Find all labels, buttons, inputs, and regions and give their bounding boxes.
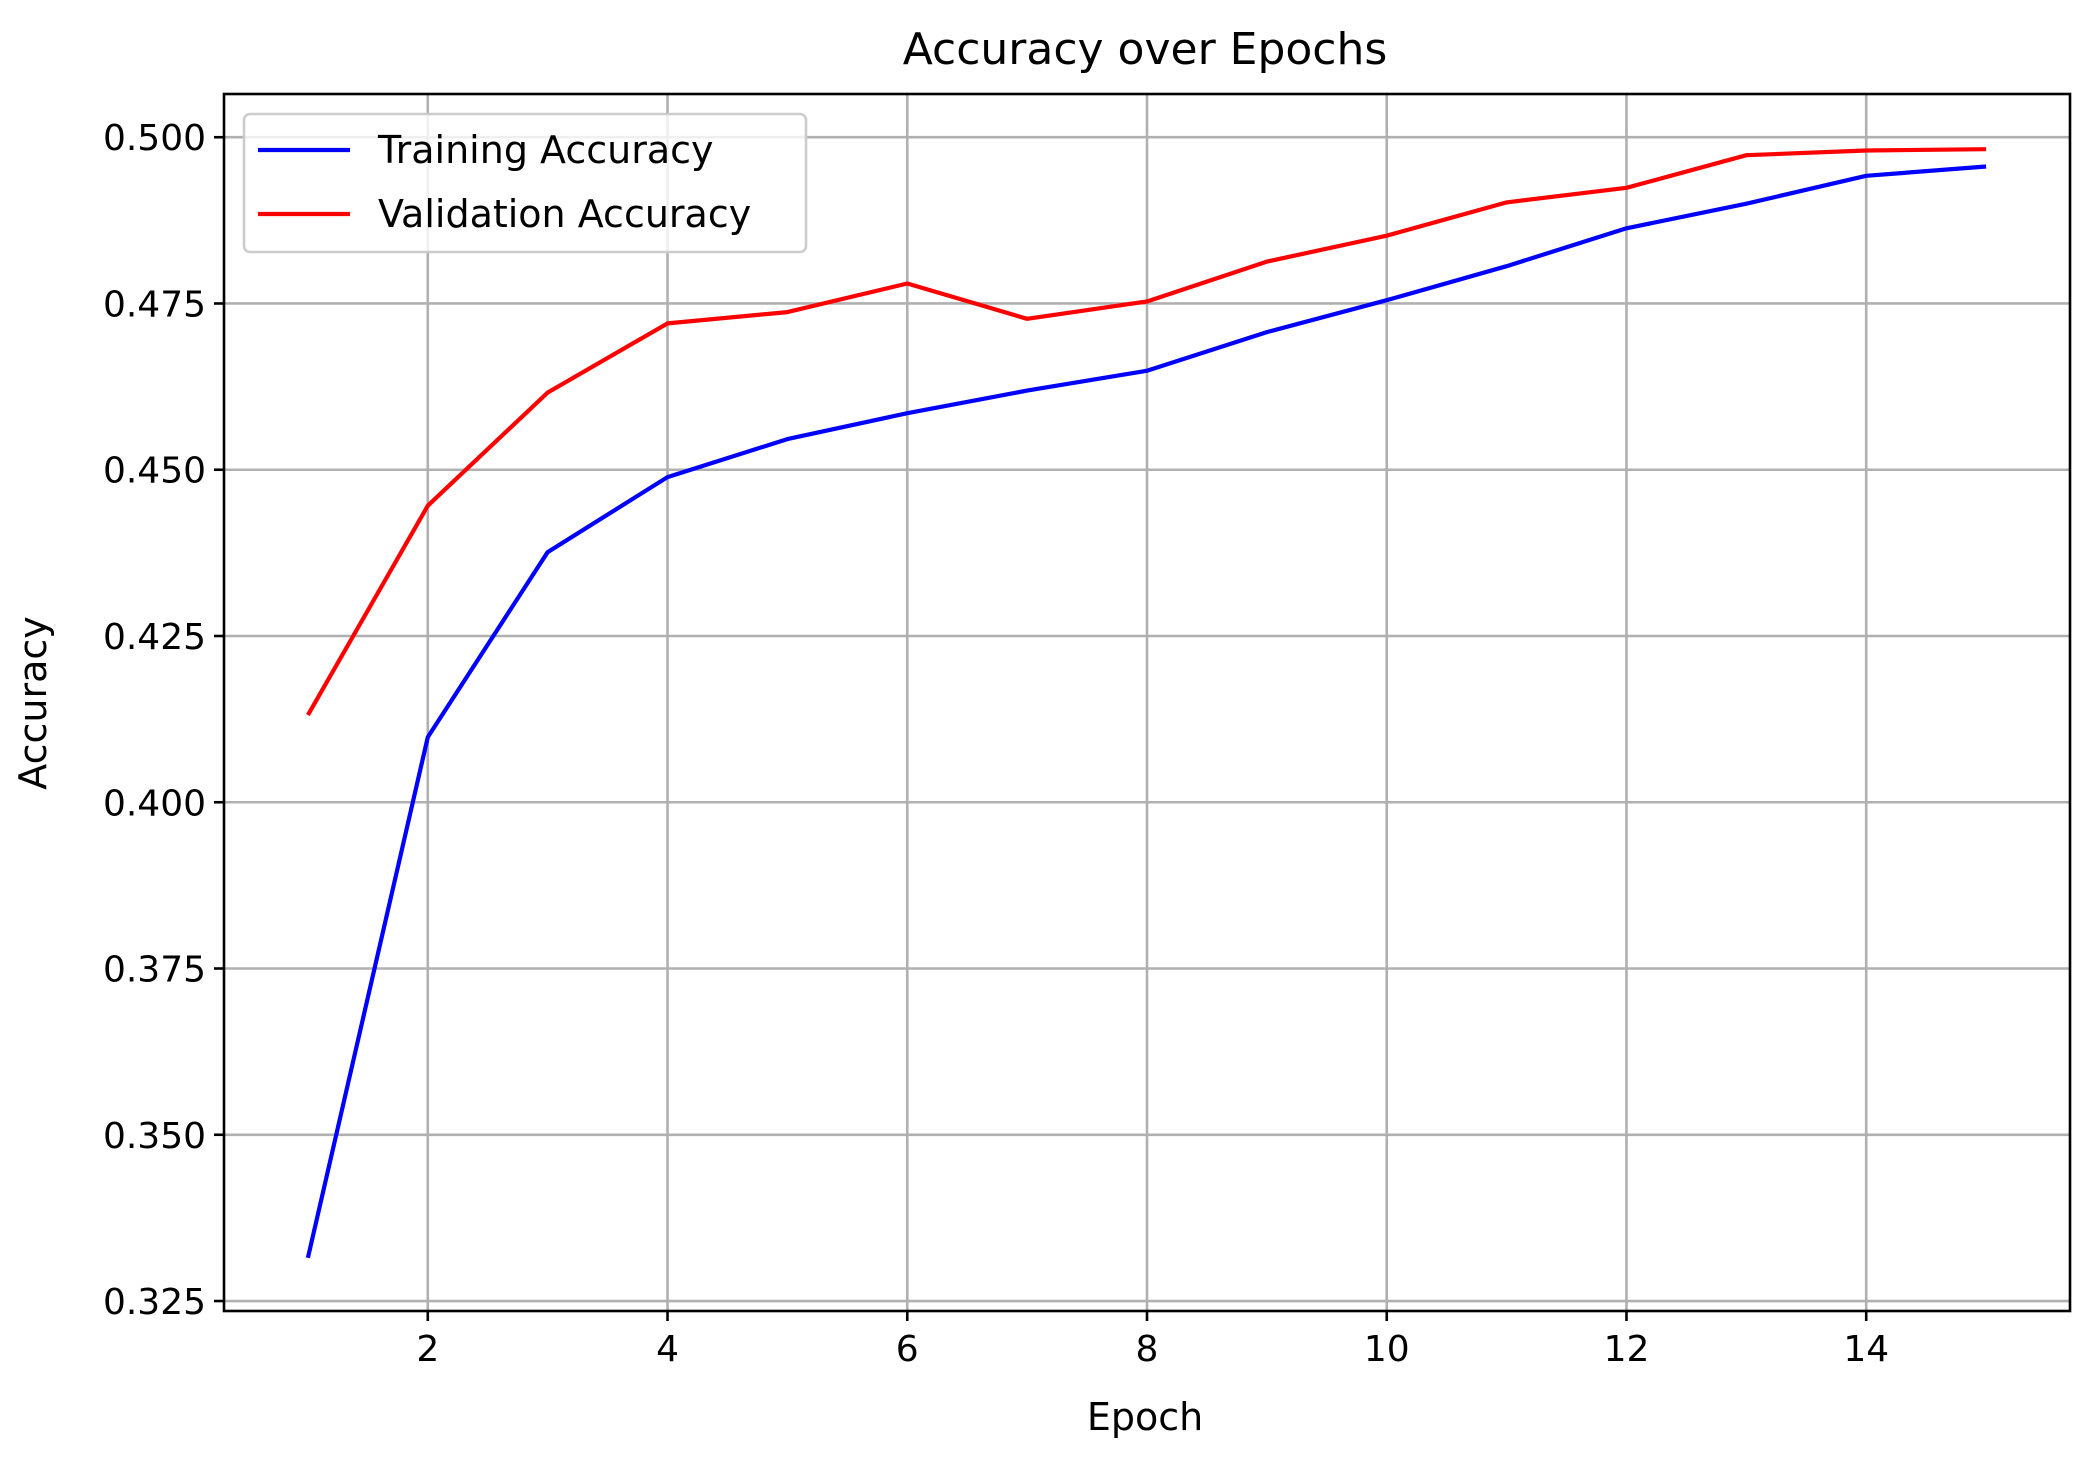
x-tick-label: 6 (896, 1329, 919, 1370)
y-axis-label: Accuracy (11, 616, 55, 790)
y-tick-label: 0.500 (103, 118, 206, 159)
validation-accuracy-legend-label: Validation Accuracy (378, 192, 751, 236)
chart-title: Accuracy over Epochs (903, 24, 1388, 75)
legend-box (242, 112, 808, 254)
y-tick-label: 0.425 (103, 617, 206, 658)
training-accuracy-legend-label: Training Accuracy (377, 128, 714, 172)
x-tick-label: 14 (1843, 1329, 1889, 1370)
y-tick-label: 0.475 (103, 284, 206, 325)
legend: Training Accuracy Validation Accuracy (242, 112, 808, 254)
x-tick-label: 10 (1364, 1329, 1410, 1370)
training-accuracy-line (305, 164, 1987, 1259)
series-lines (305, 147, 1987, 1259)
y-tick-label: 0.450 (103, 451, 206, 492)
x-tick-label: 4 (656, 1329, 679, 1370)
x-axis-label: Epoch (1087, 1395, 1203, 1439)
x-tick-label: 8 (1136, 1329, 1159, 1370)
y-tick-label: 0.400 (103, 783, 206, 824)
x-tick-label: 2 (416, 1329, 439, 1370)
validation-accuracy-line (306, 147, 1987, 717)
x-tick-label: 12 (1604, 1329, 1650, 1370)
axis-ticks: 2 4 6 8 10 12 14 0.325 0.350 0.375 0.400 0.425 0.450… (103, 118, 1889, 1370)
y-tick-label: 0.325 (103, 1282, 206, 1323)
y-tick-label: 0.375 (103, 950, 206, 991)
y-tick-label: 0.350 (103, 1116, 206, 1157)
